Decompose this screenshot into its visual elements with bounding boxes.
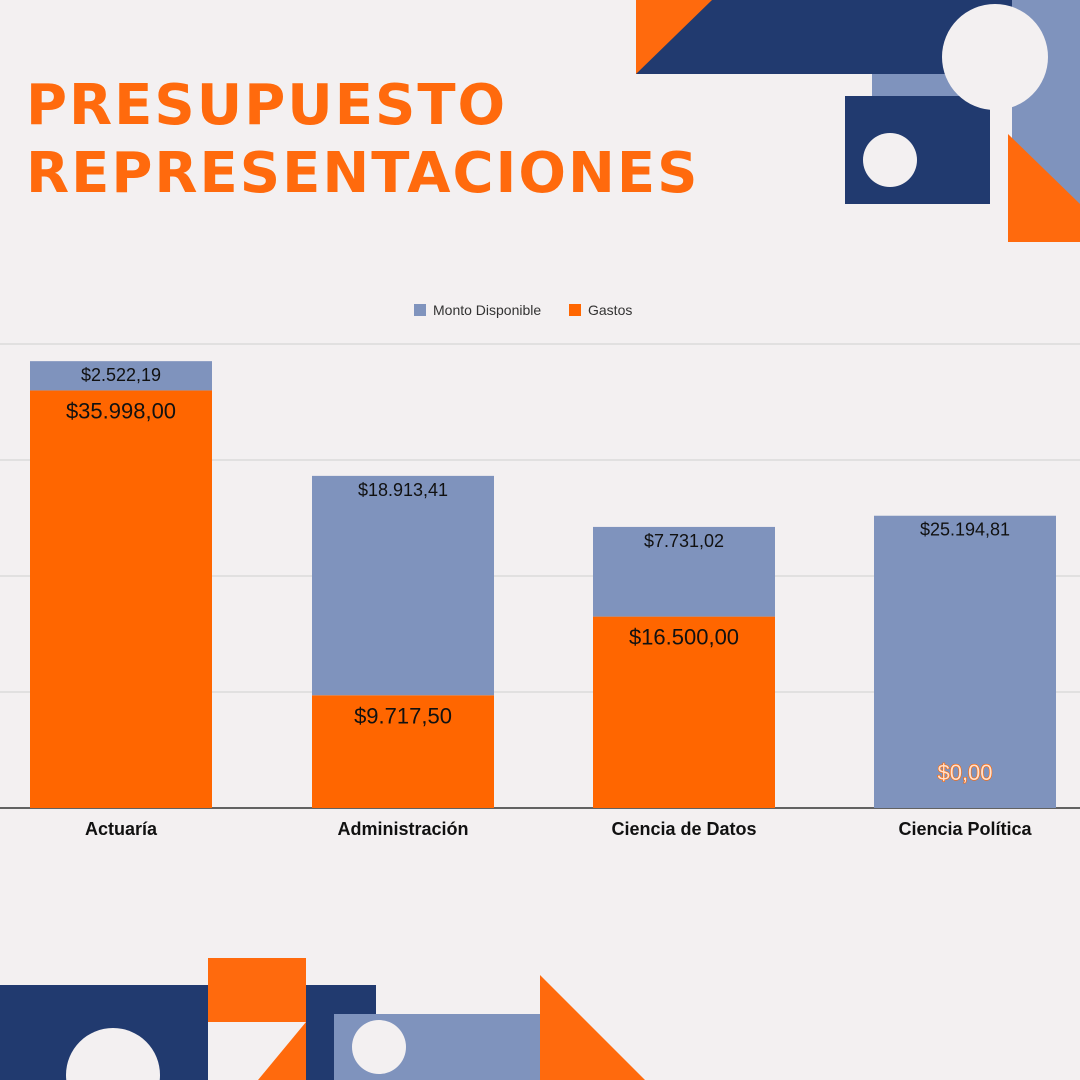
- data-label-gastos: $35.998,00: [66, 398, 176, 423]
- bottom-left-decoration: [0, 958, 645, 1080]
- data-labels: $2.522,19 $35.998,00 $18.913,41 $9.717,50 $7…: [66, 365, 1010, 785]
- deco-orange-ramp: [540, 975, 645, 1080]
- bar-gastos: [312, 695, 494, 808]
- bar-gastos: [30, 390, 212, 808]
- deco-orange-wedge: [258, 1022, 306, 1080]
- legend-label-monto-disponible: Monto Disponible: [433, 302, 541, 318]
- deco-orange-square: [208, 958, 306, 1022]
- x-tick-label: Actuaría: [85, 819, 158, 839]
- bars: [30, 361, 1056, 808]
- bar-gastos: [593, 616, 775, 808]
- legend-swatch-gastos: [569, 304, 581, 316]
- stacked-bar-chart: Monto Disponible Gastos $2.522,19 $35.998…: [0, 302, 1080, 839]
- bar-monto-disponible: [30, 361, 212, 391]
- title-line-2: REPRESENTACIONES: [26, 141, 700, 206]
- x-axis-labels: Actuaría Administración Ciencia de Datos Ci…: [85, 819, 1033, 839]
- legend-label-gastos: Gastos: [588, 302, 632, 318]
- top-right-decoration: [636, 0, 1080, 242]
- data-label-monto-disponible: $25.194,81: [920, 520, 1010, 540]
- x-tick-label: Ciencia Política: [898, 819, 1032, 839]
- data-label-monto-disponible: $7.731,02: [644, 531, 724, 551]
- legend: Monto Disponible Gastos: [414, 302, 632, 318]
- bar-monto-disponible: [593, 526, 775, 617]
- deco-white-half-circle: [66, 1028, 160, 1080]
- data-label-gastos: $0,00: [937, 760, 992, 785]
- bar-monto-disponible: [874, 515, 1056, 808]
- x-tick-label: Ciencia de Datos: [611, 819, 756, 839]
- deco-orange-corner: [1008, 134, 1080, 242]
- data-label-monto-disponible: $2.522,19: [81, 365, 161, 385]
- title-line-1: PRESUPUESTO: [26, 73, 508, 138]
- deco-white-dot: [352, 1020, 406, 1074]
- data-label-monto-disponible: $18.913,41: [358, 480, 448, 500]
- deco-white-circle-small: [863, 133, 917, 187]
- deco-orange-triangle: [636, 0, 712, 74]
- legend-swatch-monto-disponible: [414, 304, 426, 316]
- bar-monto-disponible: [312, 475, 494, 696]
- data-label-gastos: $16.500,00: [629, 625, 739, 650]
- data-label-gastos: $9.717,50: [354, 703, 452, 728]
- page-title: PRESUPUESTO REPRESENTACIONES: [26, 72, 699, 208]
- deco-white-circle-large: [942, 4, 1048, 110]
- x-tick-label: Administración: [337, 819, 468, 839]
